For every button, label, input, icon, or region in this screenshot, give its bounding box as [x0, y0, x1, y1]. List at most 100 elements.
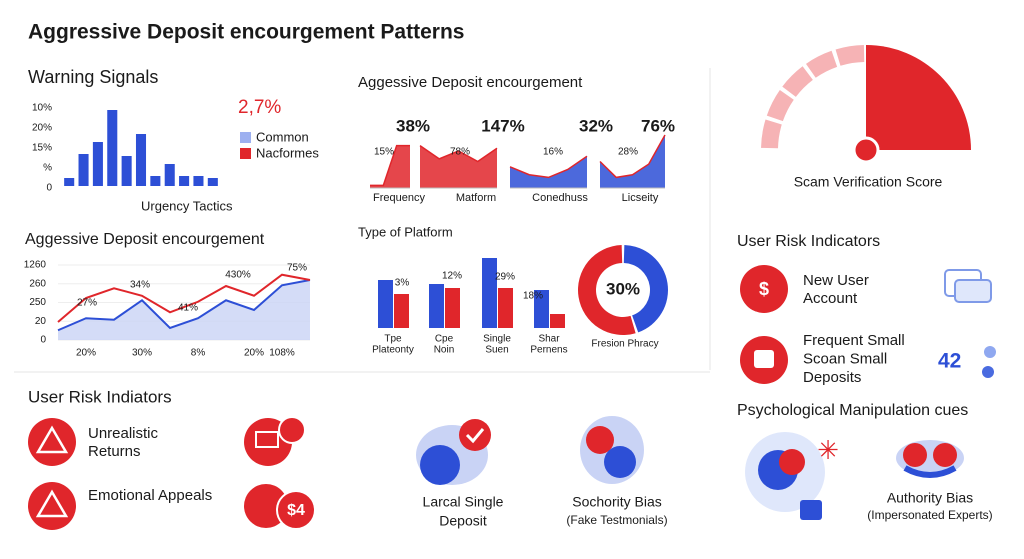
- bar: [429, 284, 444, 328]
- data-label: 18%: [523, 291, 543, 302]
- x-tick-label: 108%: [269, 348, 295, 359]
- panel-title: Warning Signals: [28, 67, 158, 87]
- mini-area: [600, 135, 665, 188]
- badge-label: $4: [287, 502, 305, 519]
- page-title: Aggressive Deposit encourgement Patterns: [28, 21, 464, 44]
- bias-label: Authority Bias: [887, 490, 973, 506]
- stat: 42: [938, 350, 961, 373]
- bar: [78, 154, 89, 186]
- legend-label: Common: [256, 129, 309, 144]
- donut-center-label: 30%: [606, 279, 640, 298]
- section-title: User Risk Indiators: [28, 387, 172, 406]
- big-label: 32%: [579, 116, 613, 135]
- gauge-fill: [866, 45, 971, 150]
- blob: [459, 419, 491, 451]
- legend-swatch: [240, 148, 251, 159]
- money-badge: [276, 490, 316, 530]
- check: [465, 428, 485, 444]
- mini-line: [599, 134, 666, 179]
- indicator-label: Deposits: [803, 369, 861, 386]
- bias-note: (Fake Testmonials): [566, 513, 667, 527]
- data-label: 27%: [77, 298, 97, 309]
- bias-note: (Impersonated Experts): [867, 508, 992, 522]
- x-axis-label: Urgency Tactics: [141, 198, 233, 213]
- icon-glyph: [35, 489, 69, 518]
- data-label: 12%: [442, 271, 462, 282]
- mini-line: [509, 155, 588, 179]
- bar: [534, 290, 549, 328]
- data-label: 75%: [287, 263, 307, 274]
- blob: [903, 443, 927, 467]
- donut-label: Fresion Phracy: [591, 339, 658, 350]
- mini-line: [370, 144, 410, 187]
- big-label: 76%: [641, 116, 675, 135]
- spark: ✳: [817, 435, 839, 465]
- blob: [903, 465, 957, 478]
- donut-slice: [578, 245, 636, 335]
- x-tick-label: Noin: [434, 345, 455, 356]
- x-tick-label: Cpe: [435, 334, 454, 345]
- bar: [207, 178, 218, 186]
- x-tick-label: 20%: [76, 348, 96, 359]
- money-icon: [244, 484, 288, 528]
- bar: [193, 176, 204, 186]
- mini-area: [420, 145, 497, 188]
- panel-title: Aggessive Deposit encourgement: [25, 231, 265, 248]
- bar: [445, 288, 460, 328]
- line: [57, 273, 311, 323]
- x-tick-label: Single: [483, 334, 511, 345]
- annotation: 2,7%: [238, 97, 281, 118]
- indicator-label: Scoan Small: [803, 350, 887, 367]
- y-axis-label: 20%: [32, 123, 52, 134]
- bar: [121, 156, 132, 186]
- y-axis-label: %: [43, 163, 52, 174]
- bias-label: Larcal Single: [423, 494, 504, 510]
- category-label: Licseity: [622, 192, 659, 204]
- indicator-label: New User: [803, 272, 869, 289]
- bar: [394, 294, 409, 328]
- small-label: 28%: [618, 147, 638, 158]
- badge-icon: [278, 416, 306, 444]
- data-label: 29%: [495, 272, 515, 283]
- bar: [150, 176, 161, 186]
- big-label: 147%: [481, 116, 524, 135]
- legend-swatch: [240, 132, 251, 143]
- x-tick-label: Suen: [485, 345, 508, 356]
- x-tick-label: Pernens: [530, 345, 567, 356]
- donut-slice: [623, 245, 668, 333]
- data-label: 3%: [395, 278, 410, 289]
- gauge-track: [782, 66, 813, 97]
- y-axis-label: 10%: [32, 103, 52, 114]
- x-tick-label: 20%: [244, 348, 264, 359]
- gauge-track: [766, 89, 794, 122]
- section-title: User Risk Indicators: [737, 233, 880, 250]
- x-tick-label: Plateonty: [372, 345, 414, 356]
- small-label: 16%: [543, 147, 563, 158]
- category-label: Frequency: [373, 192, 425, 204]
- bar: [135, 134, 147, 186]
- bias-label: Deposit: [439, 513, 487, 529]
- icon-glyph: [35, 425, 69, 454]
- x-tick-label: 8%: [191, 348, 206, 359]
- x-tick-label: Shar: [538, 334, 560, 345]
- bar: [482, 258, 497, 328]
- gauge-track: [761, 119, 782, 149]
- line: [57, 279, 311, 332]
- x-tick-label: Tpe: [384, 334, 402, 345]
- y-axis-label: 260: [29, 278, 46, 289]
- bias-label: Sochority Bias: [572, 494, 661, 510]
- y-axis-label: 1260: [24, 260, 47, 271]
- y-axis-label: 0: [46, 183, 52, 194]
- indicator-label: Frequent Small: [803, 332, 905, 349]
- y-axis-label: 0: [40, 335, 46, 346]
- bar: [179, 176, 190, 186]
- warning-icon: [28, 418, 76, 466]
- indicator-label: Unrealistic: [88, 425, 159, 442]
- bar: [64, 178, 75, 186]
- gauge-track: [835, 45, 865, 66]
- bar: [550, 314, 565, 328]
- area: [58, 280, 310, 340]
- bar: [498, 288, 513, 328]
